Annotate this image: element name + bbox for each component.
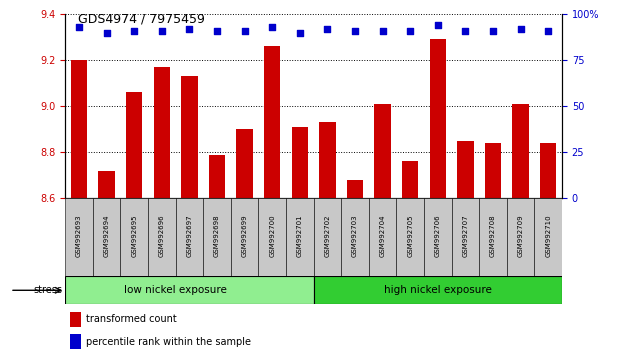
Text: GSM992702: GSM992702 bbox=[324, 215, 330, 257]
Point bbox=[102, 30, 112, 35]
FancyBboxPatch shape bbox=[424, 198, 451, 276]
Bar bbox=[264, 46, 281, 198]
Text: GSM992694: GSM992694 bbox=[104, 215, 109, 257]
Text: transformed count: transformed count bbox=[86, 314, 177, 324]
Point bbox=[460, 28, 470, 34]
Text: GSM992696: GSM992696 bbox=[159, 214, 165, 257]
Text: low nickel exposure: low nickel exposure bbox=[124, 285, 227, 295]
Point bbox=[184, 26, 194, 32]
FancyBboxPatch shape bbox=[479, 198, 507, 276]
Text: GSM992697: GSM992697 bbox=[186, 214, 193, 257]
Bar bbox=[457, 141, 474, 198]
FancyBboxPatch shape bbox=[93, 198, 120, 276]
Text: percentile rank within the sample: percentile rank within the sample bbox=[86, 337, 251, 347]
FancyBboxPatch shape bbox=[176, 198, 203, 276]
Point bbox=[322, 26, 332, 32]
Bar bbox=[347, 180, 363, 198]
FancyBboxPatch shape bbox=[203, 198, 231, 276]
Text: GSM992704: GSM992704 bbox=[379, 215, 386, 257]
FancyBboxPatch shape bbox=[65, 198, 93, 276]
Bar bbox=[291, 127, 308, 198]
Point bbox=[74, 24, 84, 30]
Text: GSM992699: GSM992699 bbox=[242, 214, 248, 257]
FancyBboxPatch shape bbox=[314, 198, 341, 276]
Bar bbox=[70, 334, 81, 349]
Bar bbox=[512, 104, 529, 198]
Text: high nickel exposure: high nickel exposure bbox=[384, 285, 492, 295]
FancyBboxPatch shape bbox=[65, 276, 314, 304]
Text: GSM992708: GSM992708 bbox=[490, 214, 496, 257]
Point bbox=[212, 28, 222, 34]
Point bbox=[488, 28, 498, 34]
Point bbox=[240, 28, 250, 34]
Text: GSM992703: GSM992703 bbox=[352, 214, 358, 257]
FancyBboxPatch shape bbox=[286, 198, 314, 276]
Bar bbox=[402, 161, 419, 198]
Text: stress: stress bbox=[33, 285, 62, 295]
Text: GSM992706: GSM992706 bbox=[435, 214, 441, 257]
FancyBboxPatch shape bbox=[120, 198, 148, 276]
Text: GSM992700: GSM992700 bbox=[270, 214, 275, 257]
Bar bbox=[70, 312, 81, 327]
Text: GSM992698: GSM992698 bbox=[214, 214, 220, 257]
FancyBboxPatch shape bbox=[258, 198, 286, 276]
FancyBboxPatch shape bbox=[231, 198, 258, 276]
FancyBboxPatch shape bbox=[148, 198, 176, 276]
Text: GSM992709: GSM992709 bbox=[518, 214, 524, 257]
Bar bbox=[374, 104, 391, 198]
Bar bbox=[319, 122, 336, 198]
Point bbox=[295, 30, 305, 35]
FancyBboxPatch shape bbox=[369, 198, 396, 276]
Text: GSM992705: GSM992705 bbox=[407, 215, 413, 257]
Point bbox=[267, 24, 277, 30]
FancyBboxPatch shape bbox=[507, 198, 535, 276]
Text: GSM992707: GSM992707 bbox=[463, 214, 468, 257]
Bar bbox=[181, 76, 197, 198]
Text: GDS4974 / 7975459: GDS4974 / 7975459 bbox=[78, 12, 204, 25]
Point bbox=[543, 28, 553, 34]
Bar bbox=[98, 171, 115, 198]
Point bbox=[129, 28, 139, 34]
Point bbox=[433, 22, 443, 28]
Bar bbox=[209, 155, 225, 198]
Bar bbox=[71, 60, 88, 198]
Point bbox=[406, 28, 415, 34]
Bar bbox=[540, 143, 556, 198]
Bar bbox=[485, 143, 501, 198]
Bar bbox=[430, 40, 446, 198]
Point bbox=[350, 28, 360, 34]
FancyBboxPatch shape bbox=[314, 276, 562, 304]
FancyBboxPatch shape bbox=[451, 198, 479, 276]
Bar bbox=[153, 67, 170, 198]
Point bbox=[157, 28, 167, 34]
FancyBboxPatch shape bbox=[396, 198, 424, 276]
FancyBboxPatch shape bbox=[341, 198, 369, 276]
Text: GSM992695: GSM992695 bbox=[131, 215, 137, 257]
Point bbox=[515, 26, 525, 32]
Point bbox=[378, 28, 388, 34]
Bar bbox=[126, 92, 142, 198]
Text: GSM992701: GSM992701 bbox=[297, 214, 303, 257]
Text: GSM992710: GSM992710 bbox=[545, 214, 551, 257]
Bar bbox=[237, 129, 253, 198]
FancyBboxPatch shape bbox=[535, 198, 562, 276]
Text: GSM992693: GSM992693 bbox=[76, 214, 82, 257]
